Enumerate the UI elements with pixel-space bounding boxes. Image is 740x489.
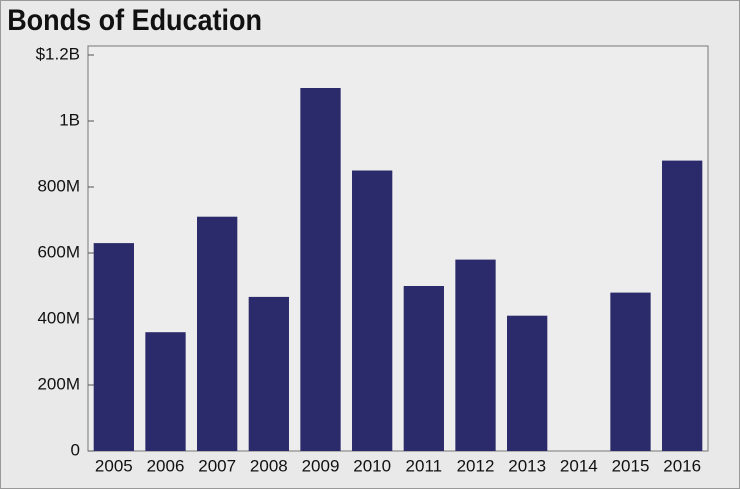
plot-area — [87, 45, 709, 452]
y-tick-label: 600M — [37, 242, 80, 261]
bar — [610, 292, 651, 451]
y-tick-label: 200M — [37, 374, 80, 393]
y-tick-label: 1B — [59, 110, 80, 129]
x-tick-label: 2013 — [508, 456, 546, 475]
x-tick-label: 2014 — [560, 456, 598, 475]
x-tick-label: 2011 — [406, 456, 443, 475]
bar — [662, 160, 703, 451]
bar — [352, 170, 393, 451]
y-tick-label: $1.2B — [36, 44, 80, 63]
bar — [507, 315, 548, 451]
x-tick-label: 2010 — [353, 456, 391, 475]
x-tick-label: 2008 — [250, 456, 288, 475]
x-tick-label: 2006 — [147, 456, 185, 475]
x-tick-label: 2012 — [457, 456, 495, 475]
x-tick-label: 2015 — [612, 456, 650, 475]
y-tick-label: 400M — [37, 308, 80, 327]
chart-title: Bonds of Education — [7, 4, 262, 38]
x-tick-label: 2005 — [95, 456, 133, 475]
x-tick-label: 2007 — [198, 456, 236, 475]
bar — [455, 259, 496, 451]
bar — [248, 296, 289, 451]
bar — [93, 243, 134, 451]
bar — [197, 216, 238, 451]
y-tick-label: 0 — [71, 440, 80, 459]
bar — [300, 88, 341, 451]
y-tick-label: 800M — [37, 176, 80, 195]
x-tick-label: 2009 — [302, 456, 340, 475]
bar — [403, 286, 444, 451]
x-tick-label: 2016 — [663, 456, 701, 475]
bar — [145, 332, 186, 451]
